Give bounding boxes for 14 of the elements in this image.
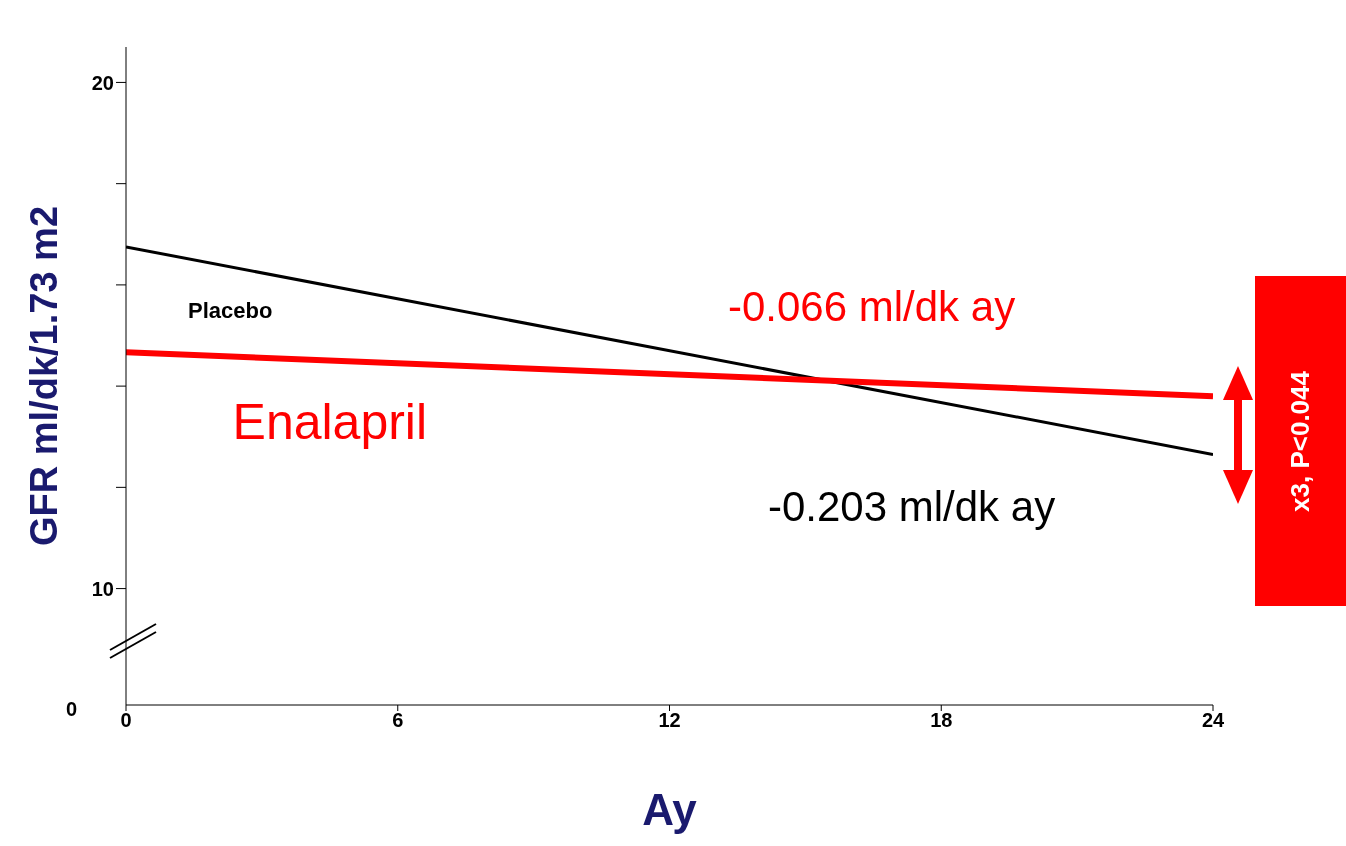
text: x3, P<0.044 bbox=[1285, 370, 1316, 512]
x-axis-title: Ay bbox=[642, 785, 698, 834]
x-tick-label: 18 bbox=[930, 709, 953, 732]
y-tick-label: 20 bbox=[91, 71, 114, 94]
series-label: Placebo bbox=[187, 298, 273, 324]
annotation: -0.203 ml/dk ay bbox=[768, 483, 1056, 531]
annotation: -0.066 ml/dk ay bbox=[728, 283, 1016, 331]
x-tick-label: 24 bbox=[1201, 709, 1225, 732]
x-tick-label: 6 bbox=[392, 709, 404, 732]
x-tick-label: 0 bbox=[120, 709, 132, 732]
series-label: Enalapril bbox=[232, 394, 428, 451]
y-tick-label: 10 bbox=[91, 577, 114, 600]
x-tick-label: 12 bbox=[658, 709, 681, 732]
y-axis-title: GFR ml/dk/1.73 m2 bbox=[23, 205, 66, 547]
